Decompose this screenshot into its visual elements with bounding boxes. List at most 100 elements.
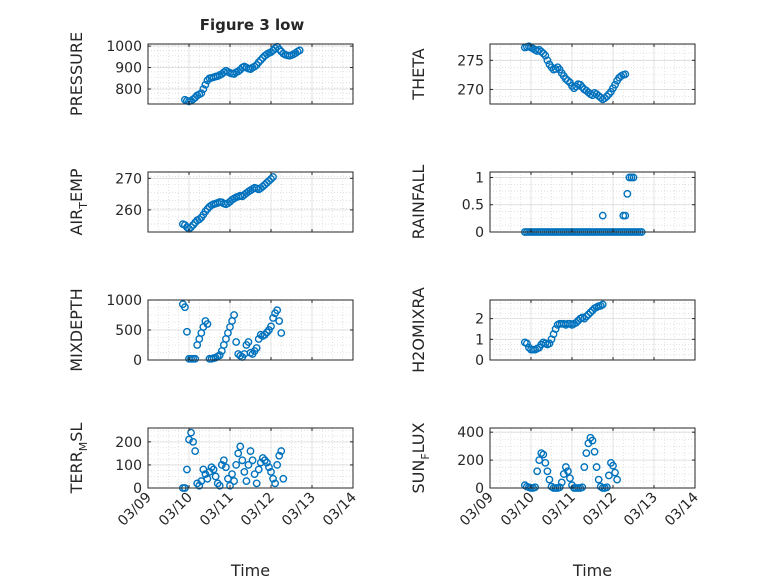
data-point: [523, 339, 531, 348]
data-point: [189, 437, 198, 446]
data-point: [205, 467, 214, 476]
data-point: [535, 456, 544, 464]
y-tick-label: 500: [115, 323, 142, 339]
x-axis-label: Time: [572, 561, 612, 580]
data-point: [265, 463, 273, 472]
data-point: [267, 467, 275, 476]
data-point: [193, 479, 202, 488]
data-point: [551, 65, 560, 73]
data-point: [594, 475, 603, 484]
y-tick-label: 0.5: [462, 198, 484, 214]
data-point: [541, 51, 550, 60]
y-axis-label: TERRMSL: [67, 423, 90, 495]
data-point: [564, 467, 572, 476]
data-point: [256, 56, 265, 64]
subplot-1: 800 900 1000 PRESSURE: [67, 32, 354, 116]
data-point: [242, 477, 251, 485]
data-point: [195, 481, 204, 490]
y-axis-label: RAINFALL: [409, 165, 428, 240]
data-point: [277, 447, 286, 455]
y-tick-label: 1000: [106, 293, 142, 309]
data-point: [271, 479, 279, 488]
data-point: [580, 463, 589, 471]
y-tick-label: 200: [457, 453, 484, 469]
data-point: [246, 447, 255, 455]
data-point: [185, 435, 193, 444]
data-point: [572, 318, 580, 327]
data-point: [592, 463, 601, 471]
data-point: [566, 474, 574, 483]
y-tick-label: 0: [133, 353, 142, 369]
subplot-3: 260 270 AIRTEMP: [67, 168, 354, 236]
data-point: [254, 465, 263, 474]
data-point: [215, 481, 224, 490]
data-point: [199, 85, 208, 93]
data-point: [275, 45, 284, 54]
figure-title: Figure 3 low: [200, 16, 305, 34]
data-point: [248, 456, 257, 465]
data-point: [244, 338, 253, 346]
data-point: [244, 461, 253, 469]
data-point: [201, 470, 210, 479]
data-point: [580, 314, 589, 323]
y-axis-label: THETA: [409, 48, 428, 100]
subplot-5: 0 500 1000 MIXDEPTH: [67, 288, 354, 372]
y-tick-label: 900: [115, 61, 142, 77]
data-point: [551, 325, 560, 333]
data-point: [582, 312, 591, 321]
data-point: [543, 56, 552, 65]
data-point: [623, 189, 632, 198]
y-tick-label: 270: [457, 82, 484, 98]
data-point: [602, 483, 611, 492]
data-point: [273, 306, 282, 315]
data-point: [207, 463, 216, 472]
y-tick-label: 0: [475, 353, 484, 369]
y-axis-label: AIRTEMP: [67, 168, 90, 235]
y-tick-label: 0: [475, 481, 484, 497]
data-point: [564, 76, 572, 85]
data-point: [267, 48, 275, 57]
data-point: [537, 47, 546, 56]
subplot-4: 0 0.5 1 RAINFALL: [409, 165, 696, 241]
data-point: [267, 175, 275, 183]
data-point: [211, 472, 220, 481]
data-point: [275, 451, 284, 460]
data-point: [258, 454, 267, 462]
y-tick-label: 1: [475, 332, 484, 348]
data-point: [605, 471, 613, 480]
data-point: [203, 474, 212, 483]
data-point: [217, 461, 226, 469]
y-axis-label: H2OMIXRA: [409, 287, 428, 373]
data-point: [234, 449, 243, 458]
data-point: [590, 447, 599, 456]
data-point: [598, 300, 607, 309]
data-point: [545, 475, 554, 484]
data-point: [250, 470, 259, 479]
y-tick-label: 270: [115, 171, 142, 187]
axes-box: [489, 299, 696, 361]
y-axis-label: PRESSURE: [67, 32, 86, 116]
axes-box: [489, 171, 696, 233]
axes-box: [147, 171, 354, 233]
data-point: [611, 468, 619, 477]
data-point: [557, 478, 566, 487]
data-point: [621, 70, 630, 79]
data-point: [561, 463, 570, 471]
data-point: [213, 479, 222, 488]
y-tick-label: 100: [115, 458, 142, 474]
subplot-2: 270 275 THETA: [409, 42, 696, 105]
data-point: [629, 173, 638, 182]
data-point: [201, 80, 210, 89]
data-point: [236, 442, 245, 451]
data-point: [588, 436, 597, 445]
data-point: [277, 329, 286, 337]
data-point: [189, 95, 198, 104]
data-point: [531, 483, 539, 492]
data-point: [269, 474, 277, 483]
data-point: [275, 317, 284, 325]
data-point: [232, 461, 241, 469]
y-tick-label: 0: [475, 225, 484, 241]
y-tick-label: 1000: [106, 39, 142, 55]
data-point: [238, 456, 247, 465]
y-tick-label: 400: [457, 425, 484, 441]
